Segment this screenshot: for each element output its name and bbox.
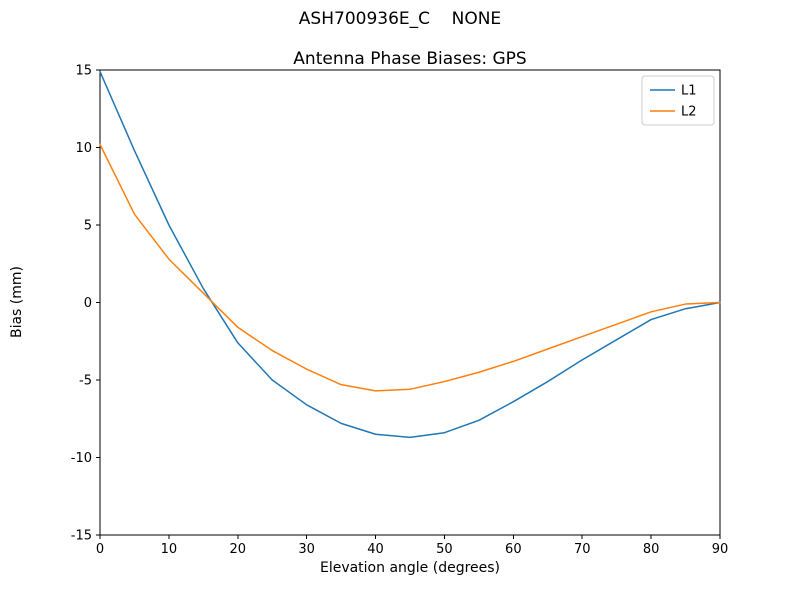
x-tick-label: 40 [367, 542, 384, 557]
y-tick-label: -10 [71, 451, 92, 466]
y-tick-label: 0 [84, 296, 92, 311]
x-tick-label: 90 [712, 542, 729, 557]
x-tick-label: 10 [161, 542, 178, 557]
x-axis-label: Elevation angle (degrees) [319, 560, 501, 576]
x-tick-label: 80 [643, 542, 660, 557]
y-tick-label: 15 [75, 64, 92, 79]
legend-label-l2: L2 [681, 105, 697, 120]
axes-frame [99, 69, 721, 536]
chart-title: Antenna Phase Biases: GPS [293, 49, 527, 69]
x-tick-label: 50 [436, 542, 453, 557]
x-tick-label: 20 [230, 542, 247, 557]
y-tick-label: -5 [79, 374, 92, 389]
legend-box [641, 75, 715, 126]
line-l1 [99, 70, 721, 439]
x-tick-label: 30 [298, 542, 315, 557]
line-l2 [99, 143, 721, 392]
figure-title: ASH700936E_C NONE [298, 9, 502, 29]
y-tick-label: 10 [75, 141, 92, 156]
legend-label-l1: L1 [681, 84, 697, 99]
x-tick-label: 70 [574, 542, 591, 557]
y-tick-label: -15 [71, 529, 92, 544]
x-tick-label: 60 [505, 542, 522, 557]
x-tick-label: 0 [96, 542, 104, 557]
y-tick-label: 5 [84, 219, 92, 234]
